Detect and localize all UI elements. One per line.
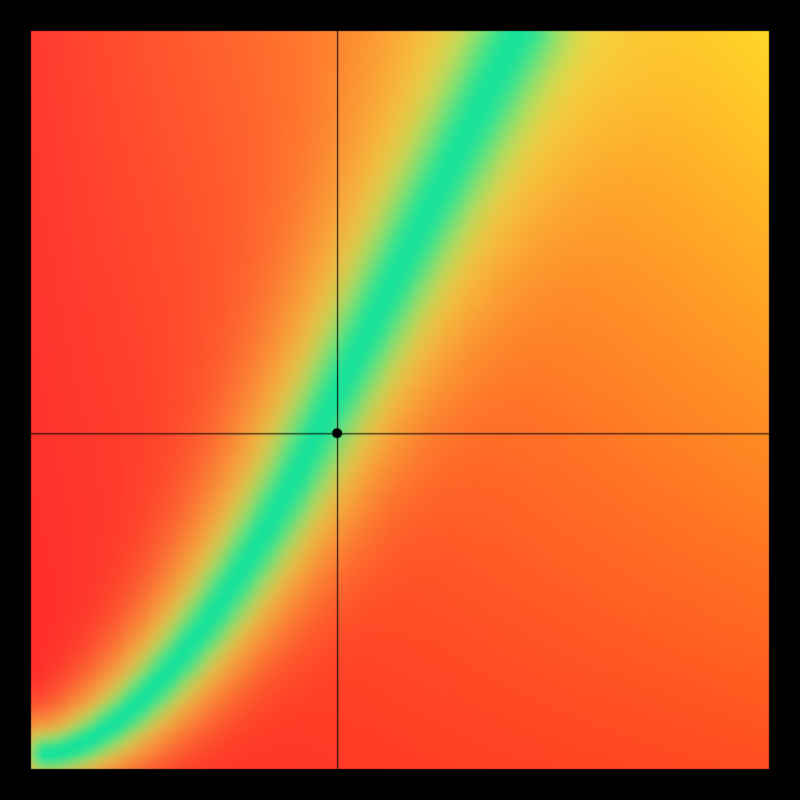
heatmap-canvas	[0, 0, 800, 800]
